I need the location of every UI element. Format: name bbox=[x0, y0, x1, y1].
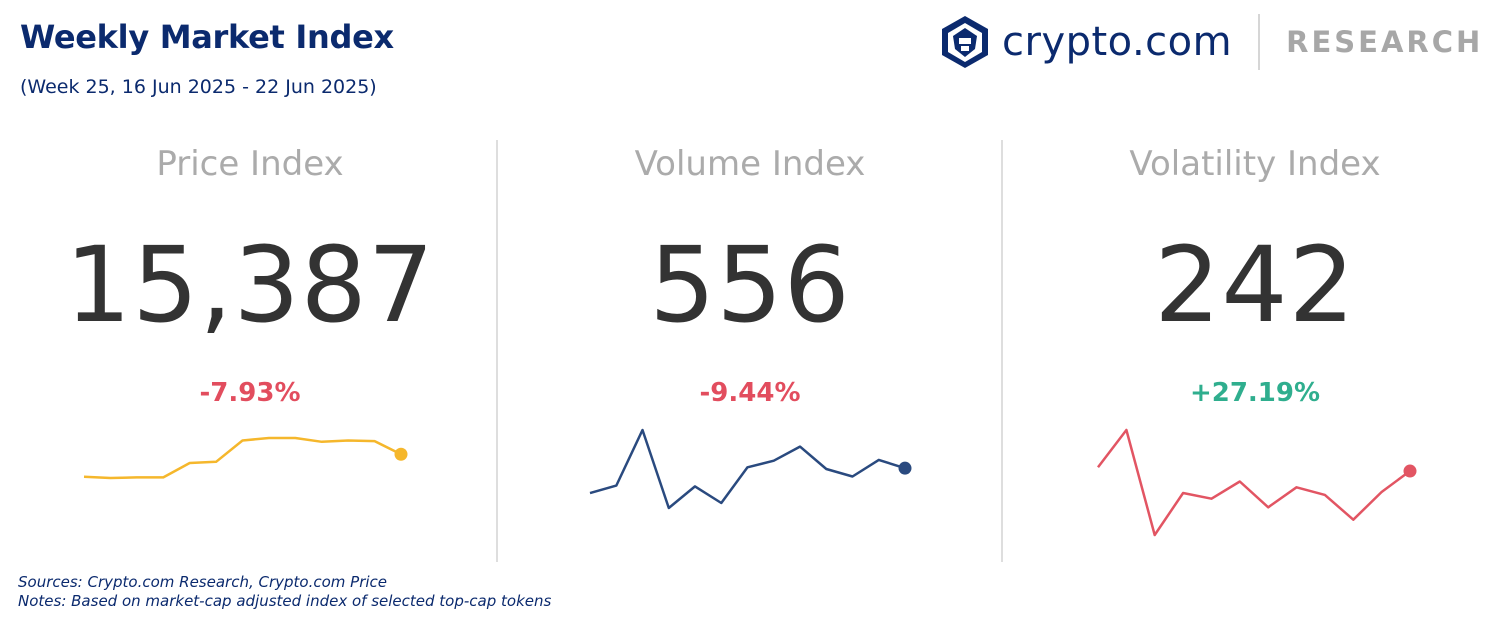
panel-divider bbox=[1001, 140, 1003, 562]
sparkline-series bbox=[589, 428, 906, 510]
volume-index-panel: Volume Index 556 -9.44% bbox=[500, 140, 1000, 562]
sparkline-series bbox=[83, 436, 402, 480]
price-index-change: -7.93% bbox=[199, 378, 301, 408]
logo-wordmark: crypto.com bbox=[1002, 19, 1233, 65]
sparkline-endpoint bbox=[1403, 464, 1417, 478]
sparkline-endpoint bbox=[394, 447, 408, 461]
volatility-index-value: 242 bbox=[1154, 224, 1356, 346]
volume-index-title: Volume Index bbox=[634, 144, 866, 184]
volatility-index-change: +27.19% bbox=[1189, 378, 1321, 408]
volatility-index-title: Volatility Index bbox=[1129, 144, 1381, 184]
volume-index-change: -9.44% bbox=[699, 378, 801, 408]
crypto-com-lion-shield-icon bbox=[942, 16, 988, 68]
price-index-value: 15,387 bbox=[65, 224, 435, 346]
page-title: Weekly Market Index bbox=[20, 18, 394, 56]
price-index-panel: Price Index 15,387 -7.93% bbox=[0, 140, 500, 562]
volatility-index-sparkline bbox=[1097, 428, 1417, 537]
sparkline-series bbox=[1097, 428, 1411, 537]
volume-index-value: 556 bbox=[649, 224, 851, 346]
panel-divider bbox=[496, 140, 498, 562]
price-index-title: Price Index bbox=[156, 144, 344, 184]
logo-divider bbox=[1258, 14, 1261, 70]
footer-sources: Sources: Crypto.com Research, Crypto.com… bbox=[18, 573, 388, 591]
crypto-com-research-logo: crypto.com RESEARCH bbox=[940, 14, 1483, 70]
logo-research-label: RESEARCH bbox=[1286, 25, 1484, 59]
volatility-index-panel: Volatility Index 242 +27.19% bbox=[1005, 140, 1500, 562]
footer-notes: Notes: Based on market-cap adjusted inde… bbox=[18, 592, 552, 610]
volume-index-sparkline bbox=[589, 428, 912, 510]
sparkline-endpoint bbox=[898, 461, 912, 475]
price-index-sparkline bbox=[83, 436, 408, 480]
page-subtitle: (Week 25, 16 Jun 2025 - 22 Jun 2025) bbox=[20, 76, 377, 98]
